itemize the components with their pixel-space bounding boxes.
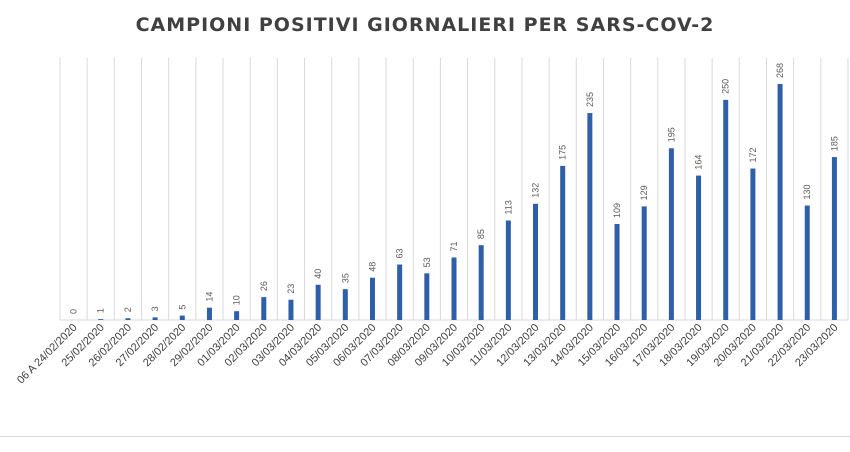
bar — [696, 175, 702, 320]
data-label: 1 — [96, 308, 106, 313]
data-label: 63 — [395, 249, 405, 259]
bar — [288, 299, 294, 320]
data-label: 132 — [531, 183, 541, 198]
bottom-divider — [0, 436, 850, 437]
bar — [125, 318, 131, 320]
data-label: 195 — [666, 127, 676, 142]
bar — [261, 297, 267, 320]
data-label: 48 — [367, 262, 377, 272]
bar — [723, 99, 729, 321]
bar — [478, 245, 484, 320]
data-label: 164 — [694, 155, 704, 170]
data-label: 53 — [422, 257, 432, 267]
data-label: 113 — [503, 200, 513, 214]
data-label: 175 — [558, 145, 568, 160]
data-label: 85 — [476, 229, 486, 239]
data-label: 14 — [204, 292, 214, 302]
bar — [179, 315, 185, 320]
data-label: 71 — [449, 241, 459, 251]
bar — [587, 113, 593, 321]
data-label: 235 — [585, 92, 595, 107]
data-label: 40 — [313, 269, 323, 279]
data-label: 109 — [612, 203, 622, 218]
bar — [804, 205, 810, 320]
grid-lines — [59, 58, 849, 320]
bar — [98, 319, 104, 320]
bar — [315, 284, 321, 320]
bar — [750, 168, 756, 320]
bars — [98, 84, 837, 321]
data-label: 130 — [802, 184, 812, 199]
data-label: 185 — [829, 136, 839, 151]
data-label: 0 — [69, 309, 79, 314]
data-label: 5 — [177, 305, 187, 310]
bar — [533, 203, 539, 320]
data-label: 10 — [232, 295, 242, 305]
bar — [342, 289, 348, 320]
bar — [451, 257, 457, 320]
bar — [668, 148, 674, 320]
data-label: 3 — [150, 306, 160, 311]
bar — [505, 220, 511, 320]
chart-title: CAMPIONI POSITIVI GIORNALIERI PER SARS-C… — [135, 14, 715, 36]
bar — [614, 224, 620, 320]
data-label: 129 — [639, 185, 649, 200]
data-label: 2 — [123, 307, 133, 312]
x-tick-labels: 06 A 24/02/202025/02/202026/02/202027/02… — [15, 322, 841, 387]
bar — [641, 206, 647, 320]
bar — [206, 307, 212, 320]
bar — [397, 264, 403, 320]
bar — [369, 277, 375, 320]
bar — [424, 273, 430, 320]
data-label: 250 — [721, 79, 731, 94]
bar — [831, 157, 837, 320]
data-label: 35 — [340, 273, 350, 283]
bar — [560, 165, 566, 320]
data-label: 172 — [748, 148, 758, 163]
data-label: 26 — [259, 281, 269, 291]
data-label: 268 — [775, 63, 785, 78]
data-label: 23 — [286, 284, 296, 294]
bar — [777, 84, 783, 320]
bar — [234, 311, 240, 320]
bar — [152, 317, 158, 320]
